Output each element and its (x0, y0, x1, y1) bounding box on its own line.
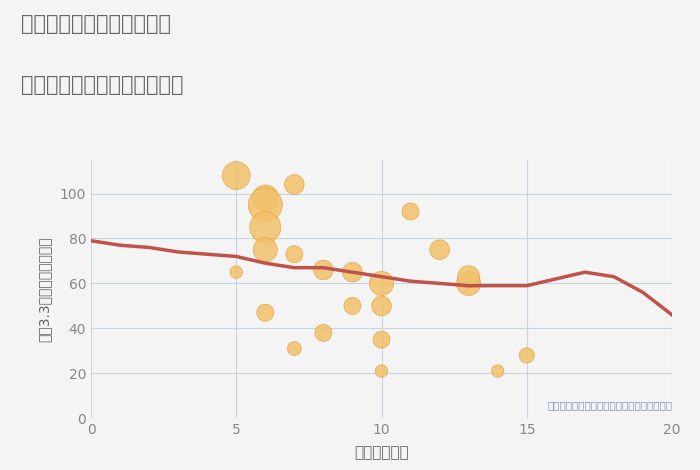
Point (463, 273, 475, 281)
Point (521, 352, 532, 359)
Point (376, 368, 387, 375)
Point (289, 345, 300, 352)
Point (405, 208, 416, 215)
Text: 円の大きさは、取引のあった物件面積を示す: 円の大きさは、取引のあった物件面積を示す (547, 400, 672, 411)
Point (492, 368, 503, 375)
X-axis label: 駅距離（分）: 駅距離（分） (354, 446, 409, 461)
Point (231, 172, 242, 179)
Point (260, 223, 271, 231)
Point (260, 201, 271, 209)
Point (289, 251, 300, 258)
Point (231, 268, 242, 276)
Point (463, 280, 475, 287)
Point (376, 336, 387, 344)
Text: 三重県四日市市垂坂新町の: 三重県四日市市垂坂新町の (21, 14, 171, 34)
Point (346, 302, 358, 310)
Point (376, 280, 387, 287)
Point (318, 329, 329, 337)
Point (434, 246, 445, 253)
Point (318, 266, 329, 274)
Point (346, 268, 358, 276)
Text: 駅距離別中古マンション価格: 駅距離別中古マンション価格 (21, 75, 183, 95)
Y-axis label: 坪（3.3㎡）単価（万円）: 坪（3.3㎡）単価（万円） (37, 236, 51, 342)
Point (260, 194, 271, 202)
Point (289, 181, 300, 188)
Point (376, 302, 387, 310)
Point (260, 246, 271, 253)
Point (260, 309, 271, 316)
